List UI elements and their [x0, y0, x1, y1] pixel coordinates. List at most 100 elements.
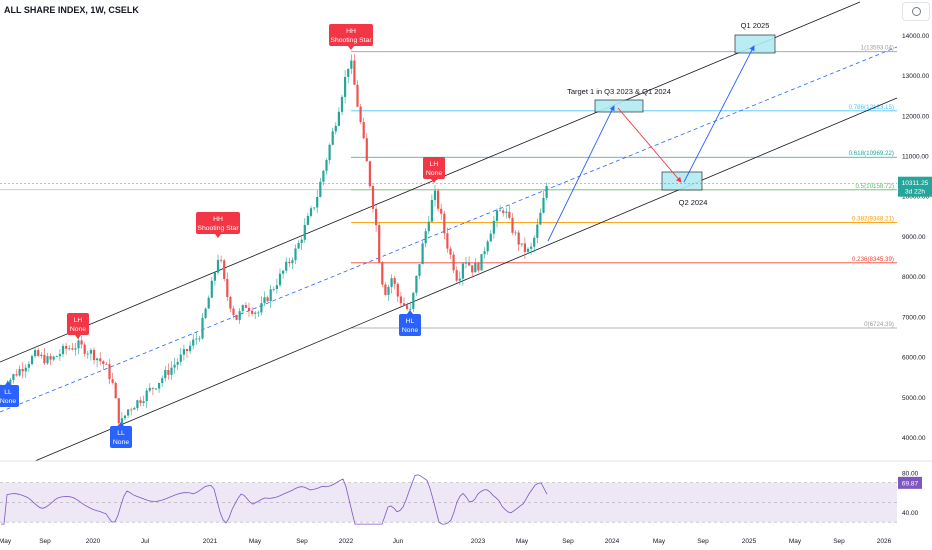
fib-level-label: 0.786(12123.15) [849, 104, 894, 111]
candle [461, 261, 464, 286]
candle [375, 205, 378, 232]
candle [86, 350, 89, 359]
rsi-band [0, 482, 897, 523]
candle [275, 278, 278, 294]
candle-body [173, 364, 176, 368]
candle-body [61, 345, 65, 355]
time-tick-label: Sep [296, 538, 308, 545]
candle [257, 310, 260, 318]
candle [238, 307, 241, 324]
candle [523, 237, 526, 260]
pattern-label-line2: Shooting Star [197, 225, 239, 232]
time-tick-label: Jun [393, 538, 404, 545]
candle [148, 383, 151, 393]
candle-body [421, 243, 424, 265]
candle [464, 257, 468, 269]
pattern-label-line2: None [402, 327, 418, 334]
candle-body [502, 210, 505, 213]
candle-body [499, 210, 502, 212]
candle-body [220, 259, 223, 261]
candle-body [223, 260, 226, 279]
candle-body [523, 243, 526, 252]
last-price-badge [898, 176, 932, 197]
candle [263, 291, 266, 307]
candle-body [461, 263, 464, 279]
candle-body [406, 305, 409, 310]
candle [223, 259, 226, 282]
pattern-label-line1: LH [74, 317, 83, 324]
candle-body [356, 84, 359, 107]
candle-body [483, 251, 486, 255]
candle-body [340, 96, 344, 112]
candle [511, 212, 514, 235]
price-tick-label: 8000.00 [902, 274, 926, 281]
candle [15, 369, 18, 377]
candle [418, 264, 421, 280]
candle-body [185, 349, 189, 352]
candle [387, 284, 390, 301]
candle [12, 373, 15, 384]
candle [27, 361, 30, 372]
candle-body [334, 125, 337, 132]
settings-button[interactable] [902, 2, 930, 21]
candle-body [92, 349, 96, 361]
candle-body [151, 387, 154, 389]
candle [446, 227, 449, 253]
candle-body [486, 241, 489, 252]
candle-body [427, 221, 430, 232]
candle [474, 258, 477, 273]
candle [139, 396, 142, 406]
candle [486, 239, 489, 255]
chart-title: ALL SHARE INDEX, 1W, CSELK [4, 5, 139, 15]
candle-body [458, 278, 461, 281]
candle-body [384, 284, 387, 295]
candle-body [390, 278, 393, 287]
pattern-label-box [110, 426, 132, 448]
pattern-label-ll1: LL None [0, 381, 19, 407]
candle [40, 352, 43, 359]
candle [235, 314, 238, 321]
candle-body [449, 248, 452, 255]
candle-body [204, 308, 207, 318]
candle [415, 275, 418, 296]
projection-label: Q2 2024 [679, 198, 708, 207]
candle [117, 398, 120, 428]
candles-group [0, 53, 548, 428]
candle-body [399, 296, 402, 304]
candle-body [170, 367, 173, 375]
candle [433, 184, 437, 207]
candle-body [508, 211, 511, 218]
candle-body [133, 407, 136, 410]
candle [123, 415, 127, 421]
candle [294, 244, 297, 264]
pattern-label-pointer [215, 234, 221, 238]
pattern-label-line1: HH [213, 216, 223, 223]
candle [291, 257, 294, 270]
candle-body [489, 233, 492, 242]
candle [285, 257, 288, 274]
candle [145, 388, 148, 408]
candle-body [433, 190, 437, 200]
candle-body [536, 224, 539, 238]
candle-body [275, 285, 278, 289]
candle [127, 409, 130, 419]
candle [226, 272, 229, 302]
rsi-line [1, 474, 548, 525]
candle [99, 352, 102, 366]
candle-body [105, 363, 108, 365]
candle [539, 208, 542, 225]
candle-body [282, 270, 285, 274]
pattern-label-lh2: LH None [423, 157, 445, 183]
pattern-label-box [67, 313, 89, 335]
candle [269, 285, 272, 309]
price-tick-label: 14000.00 [902, 33, 929, 40]
candle [430, 194, 433, 223]
candle-body [260, 303, 263, 313]
candle-body [480, 254, 483, 271]
fib-level-label: 0.382(9348.21) [852, 215, 894, 222]
candle [247, 302, 251, 317]
candle [508, 205, 511, 220]
candle [111, 372, 114, 385]
candle-body [266, 297, 269, 302]
